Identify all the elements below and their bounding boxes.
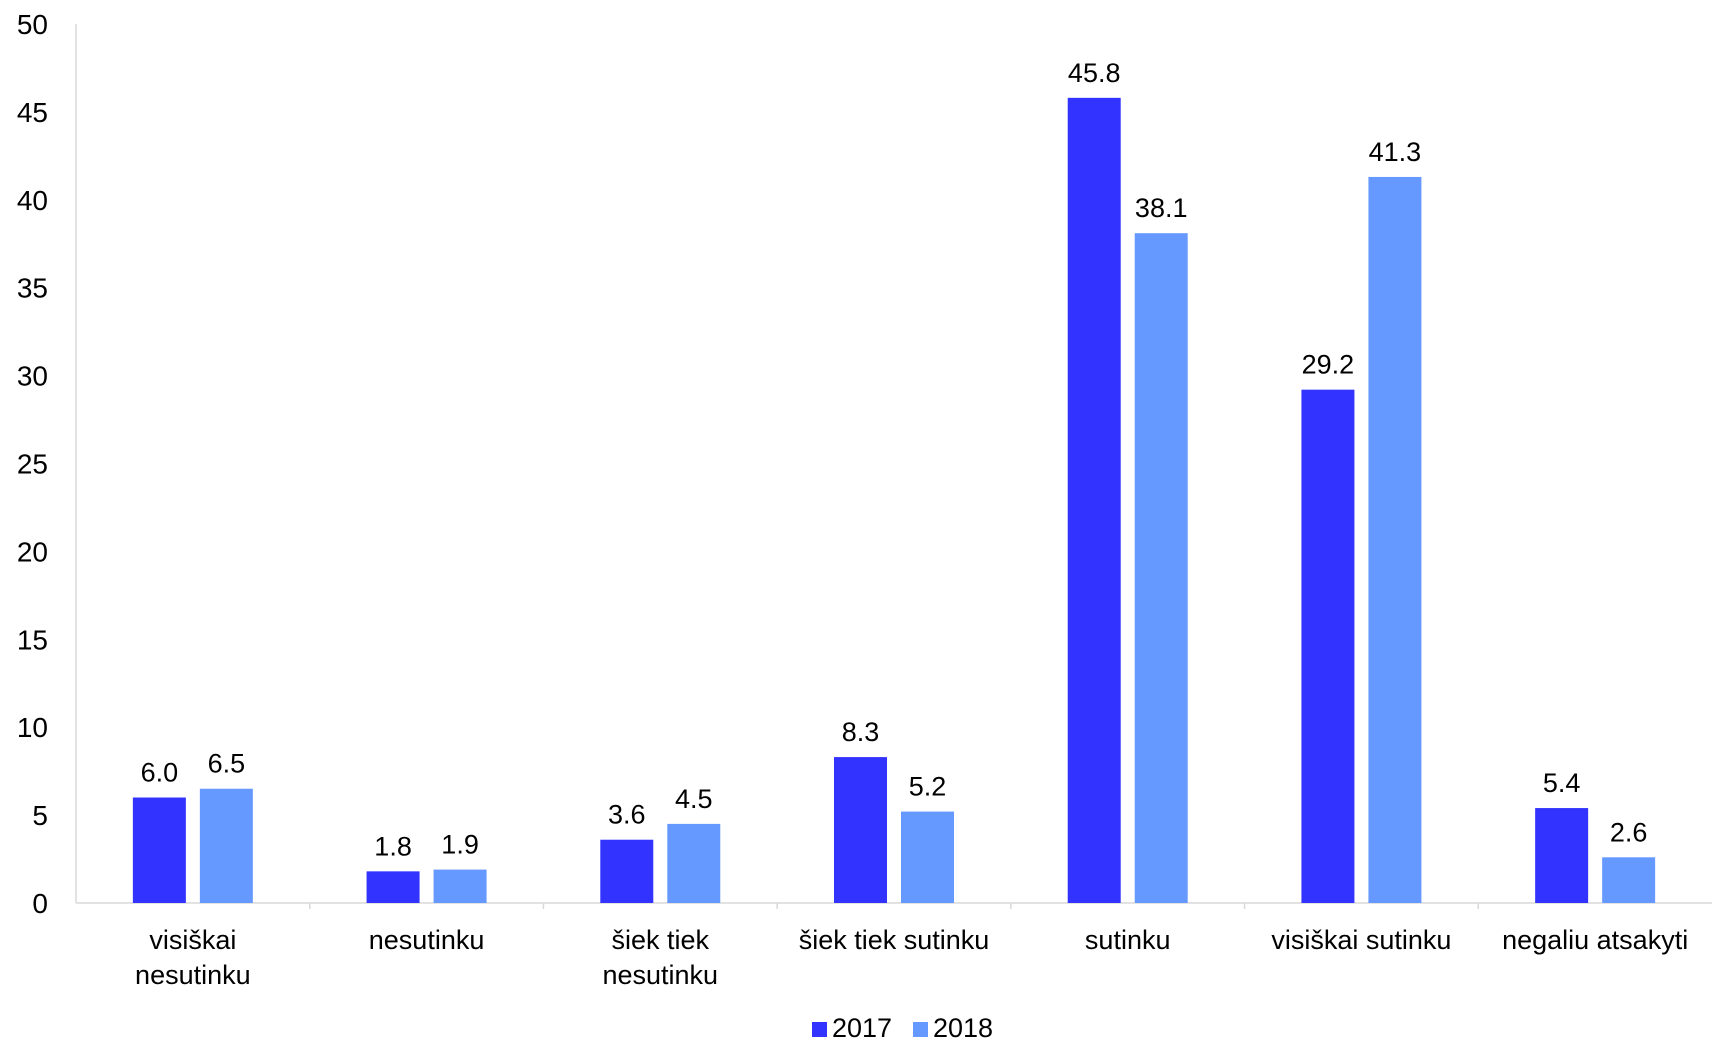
bar-2017-3	[834, 757, 887, 903]
bar-value-label-2017-3: 8.3	[842, 717, 880, 747]
category-label-line: sutinku	[1085, 925, 1171, 955]
legend: 2017 2018	[812, 1013, 993, 1043]
category-label-line: šiek tiek	[612, 925, 710, 955]
data-labels: 6.0 6.5 1.8 1.9 3.6 4.5 8.3 5.2 45.8 38.1 29.2 41.3…	[141, 58, 1648, 862]
y-tick-label: 20	[17, 536, 48, 567]
bar-2018-0	[199, 788, 253, 903]
category-label: visiškai sutinku	[1271, 925, 1451, 955]
bar-value-label-2017-5: 29.2	[1302, 350, 1355, 380]
legend-label-2018: 2018	[933, 1013, 993, 1043]
y-tick-label: 50	[17, 9, 48, 40]
category-label: šiek tiek nesutinku	[602, 925, 718, 990]
y-tick-label: 0	[32, 888, 48, 919]
bar-value-label-2018-2: 4.5	[675, 784, 713, 814]
legend-swatch-2018	[913, 1022, 928, 1037]
bar-2017-6	[1535, 808, 1589, 903]
legend-swatch-2017	[812, 1022, 827, 1037]
bar-2017-1	[366, 871, 420, 903]
bar-value-label-2017-0: 6.0	[141, 758, 179, 788]
bar-value-label-2017-6: 5.4	[1543, 768, 1581, 798]
category-label: nesutinku	[369, 925, 485, 955]
bar-2018-3	[901, 811, 954, 903]
bar-value-label-2018-1: 1.9	[441, 830, 479, 860]
category-label-line: negaliu atsakyti	[1502, 925, 1688, 955]
category-labels: visiškai nesutinku nesutinku šiek tiek nesut…	[135, 925, 1688, 990]
bar-2017-0	[132, 797, 186, 903]
category-label-line: nesutinku	[602, 960, 718, 990]
y-tick-label: 10	[17, 712, 48, 743]
bar-2017-4	[1067, 97, 1121, 903]
category-label-line: visiškai	[149, 925, 236, 955]
bar-2017-5	[1301, 389, 1355, 903]
category-label: sutinku	[1085, 925, 1171, 955]
bar-value-label-2017-4: 45.8	[1068, 58, 1121, 88]
bar-2018-4	[1134, 233, 1188, 903]
axes: 0 5 10 15 20 25 30 35 40 45 50	[17, 9, 1712, 919]
bar-2018-5	[1368, 176, 1422, 904]
bar-value-label-2017-1: 1.8	[374, 831, 412, 861]
bar-value-label-2018-4: 38.1	[1135, 193, 1188, 223]
bar-2018-1	[433, 869, 487, 903]
legend-label-2017: 2017	[832, 1013, 892, 1043]
y-tick-label: 45	[17, 97, 48, 128]
category-label-line: šiek tiek sutinku	[799, 925, 990, 955]
bar-value-label-2018-5: 41.3	[1369, 137, 1422, 167]
category-label: negaliu atsakyti	[1502, 925, 1688, 955]
y-tick-label: 35	[17, 273, 48, 304]
bar-value-label-2017-2: 3.6	[608, 800, 646, 830]
y-tick-label: 15	[17, 624, 48, 655]
y-tick-label: 25	[17, 449, 48, 480]
category-label: visiškai nesutinku	[135, 925, 251, 990]
category-label-line: nesutinku	[135, 960, 251, 990]
bar-value-label-2018-6: 2.6	[1610, 817, 1648, 847]
y-tick-label: 40	[17, 185, 48, 216]
y-tick-label: 5	[32, 800, 48, 831]
bar-value-label-2018-0: 6.5	[208, 749, 246, 779]
bar-value-label-2018-3: 5.2	[909, 772, 947, 802]
category-label-line: visiškai sutinku	[1271, 925, 1451, 955]
bar-2018-2	[667, 823, 721, 903]
bar-2018-6	[1602, 857, 1656, 903]
bar-2017-2	[600, 839, 654, 903]
category-label-line: nesutinku	[369, 925, 485, 955]
bars	[132, 97, 1656, 904]
y-tick-label: 30	[17, 361, 48, 392]
category-label: šiek tiek sutinku	[799, 925, 990, 955]
